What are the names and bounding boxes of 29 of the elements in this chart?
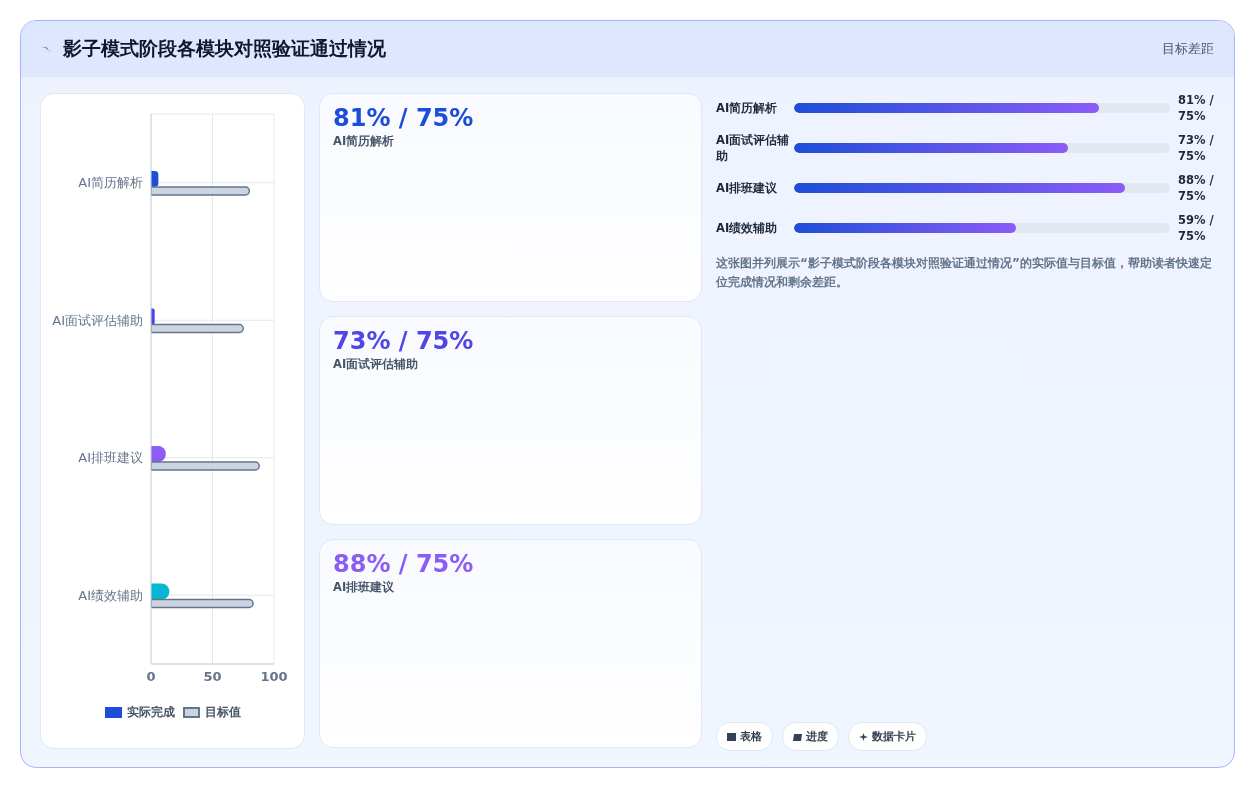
chart-title: 影子模式阶段各模块对照验证通过情况 xyxy=(63,36,387,61)
text: 数据卡片 xyxy=(848,722,927,751)
x-tick-label: 50 xyxy=(203,669,222,685)
legend-label: 实际完成 xyxy=(125,704,175,721)
y-tick-label: AI绩效辅助 xyxy=(78,587,143,603)
text: 73% / 75% xyxy=(333,327,475,355)
legend-label: 目标值 xyxy=(203,704,241,721)
text: 进度 xyxy=(782,722,839,751)
text: 表格 xyxy=(716,722,773,751)
text: 81% / 75% xyxy=(333,104,475,132)
text: AI面试评估辅助 xyxy=(716,132,791,164)
y-tick-label: AI简历解析 xyxy=(78,175,143,191)
text: 88% / 75% xyxy=(333,550,475,578)
text: AI绩效辅助 xyxy=(716,220,779,236)
text: 这张图并列展示“影子模式阶段各模块对照验证通过情况”的实际值与目标值，帮助读者快速定位完成情况和剩余差距。 xyxy=(716,255,1213,291)
y-tick-label: AI排班建议 xyxy=(78,450,143,466)
text: 73% / 75% xyxy=(1178,132,1214,164)
text: 59% / 75% xyxy=(1178,212,1214,244)
x-tick-label: 100 xyxy=(260,669,288,685)
text: AI简历解析 xyxy=(333,134,396,149)
text: 81% / 75% xyxy=(1178,92,1214,124)
text: 目标差距 xyxy=(1162,40,1214,58)
x-tick-label: 0 xyxy=(146,669,156,685)
y-tick-label: AI面试评估辅助 xyxy=(52,312,143,328)
text: AI排班建议 xyxy=(333,580,396,595)
text: AI排班建议 xyxy=(716,180,779,196)
text: 88% / 75% xyxy=(1178,172,1214,204)
text: AI面试评估辅助 xyxy=(333,357,420,372)
text: AI简历解析 xyxy=(716,100,779,116)
